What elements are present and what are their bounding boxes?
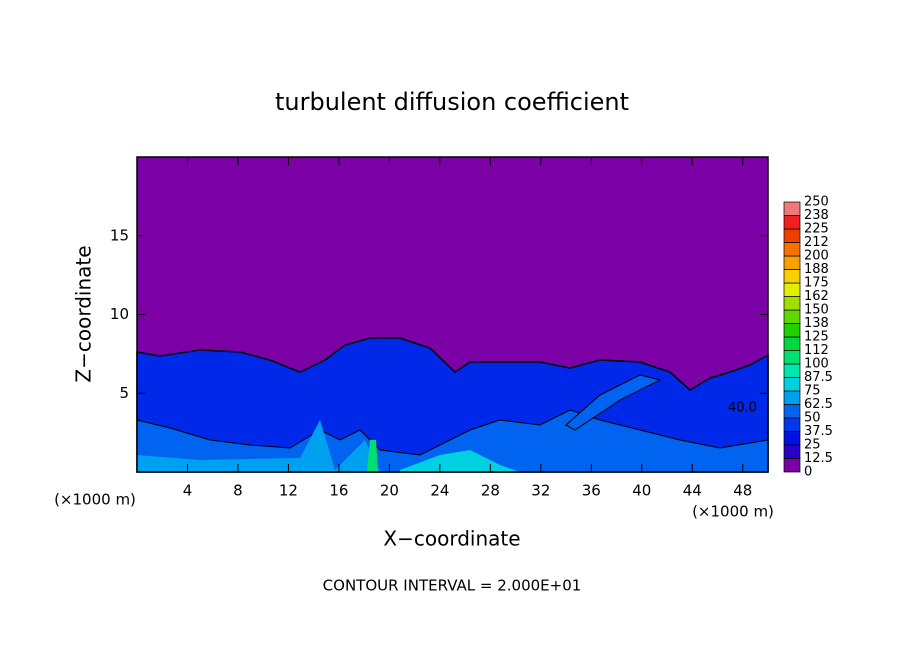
colorbar-cell bbox=[783, 417, 801, 432]
chart-title: turbulent diffusion coefficient bbox=[275, 88, 629, 116]
y-tick-label: 10 bbox=[110, 305, 129, 323]
colorbar-cell bbox=[783, 444, 801, 459]
x-tick-label: 48 bbox=[733, 482, 752, 500]
colorbar-label: 150 bbox=[804, 303, 829, 318]
colorbar-cell bbox=[783, 215, 801, 230]
colorbar-label: 225 bbox=[804, 222, 829, 237]
colorbar-cell bbox=[783, 458, 801, 473]
colorbar-label: 12.5 bbox=[804, 451, 833, 466]
field-region bbox=[137, 420, 380, 472]
colorbar-label: 0 bbox=[804, 465, 812, 480]
colorbar-label: 125 bbox=[804, 330, 829, 345]
x-unit: (×1000 m) bbox=[692, 503, 774, 521]
colorbar-label: 112 bbox=[804, 343, 829, 358]
x-tick-label: 36 bbox=[582, 482, 601, 500]
colorbar-label: 100 bbox=[804, 357, 829, 372]
field-region bbox=[367, 440, 378, 472]
colorbar-label: 87.5 bbox=[804, 370, 833, 385]
colorbar-cell bbox=[783, 377, 801, 392]
x-tick-label: 12 bbox=[279, 482, 298, 500]
colorbar-cell bbox=[783, 390, 801, 405]
x-tick-label: 28 bbox=[481, 482, 500, 500]
field bbox=[136, 157, 769, 473]
colorbar-label: 188 bbox=[804, 262, 829, 277]
colorbar-cell bbox=[783, 431, 801, 446]
colorbar-label: 50 bbox=[804, 411, 821, 426]
colorbar-cell bbox=[783, 323, 801, 338]
y-tick-label: 15 bbox=[110, 226, 129, 244]
x-tick-label: 20 bbox=[380, 482, 399, 500]
colorbar-label: 200 bbox=[804, 249, 829, 264]
y-tick-label: 5 bbox=[119, 384, 129, 402]
x-tick-label: 44 bbox=[683, 482, 702, 500]
x-axis-label: X−coordinate bbox=[383, 527, 520, 551]
x-tick-label: 8 bbox=[233, 482, 243, 500]
colorbar-cell bbox=[783, 255, 801, 270]
x-tick-label: 32 bbox=[531, 482, 550, 500]
colorbar-cell bbox=[783, 296, 801, 311]
x-unit: (×1000 m) bbox=[54, 491, 136, 509]
contour-label: 40.0 bbox=[728, 401, 757, 416]
colorbar-cell bbox=[783, 350, 801, 365]
colorbar-cell bbox=[783, 269, 801, 284]
colorbar-cell bbox=[783, 309, 801, 324]
colorbar-label: 250 bbox=[804, 195, 829, 210]
colorbar-label: 62.5 bbox=[804, 397, 833, 412]
colorbar-label: 238 bbox=[804, 208, 829, 223]
colorbar-cell bbox=[783, 282, 801, 297]
colorbar-label: 37.5 bbox=[804, 424, 833, 439]
colorbar-label: 25 bbox=[804, 438, 821, 453]
colorbar-label: 212 bbox=[804, 235, 829, 250]
x-tick-label: 16 bbox=[329, 482, 348, 500]
colorbar-cell bbox=[783, 242, 801, 257]
colorbar-cell bbox=[783, 201, 801, 216]
field-region bbox=[565, 374, 662, 431]
footnote: CONTOUR INTERVAL = 2.000E+01 bbox=[323, 577, 582, 595]
colorbar-label: 162 bbox=[804, 289, 829, 304]
x-tick-label: 40 bbox=[632, 482, 651, 500]
colorbar-label: 138 bbox=[804, 316, 829, 331]
colorbar-label: 75 bbox=[804, 384, 821, 399]
x-tick-label: 4 bbox=[183, 482, 193, 500]
colorbar-cell bbox=[783, 363, 801, 378]
y-axis-label: Z−coordinate bbox=[72, 245, 96, 382]
colorbar-cell bbox=[783, 228, 801, 243]
field-region bbox=[136, 409, 769, 473]
colorbar-cell bbox=[783, 336, 801, 351]
colorbar-label: 175 bbox=[804, 276, 829, 291]
colorbar-cell bbox=[783, 404, 801, 419]
x-tick-label: 24 bbox=[430, 482, 449, 500]
